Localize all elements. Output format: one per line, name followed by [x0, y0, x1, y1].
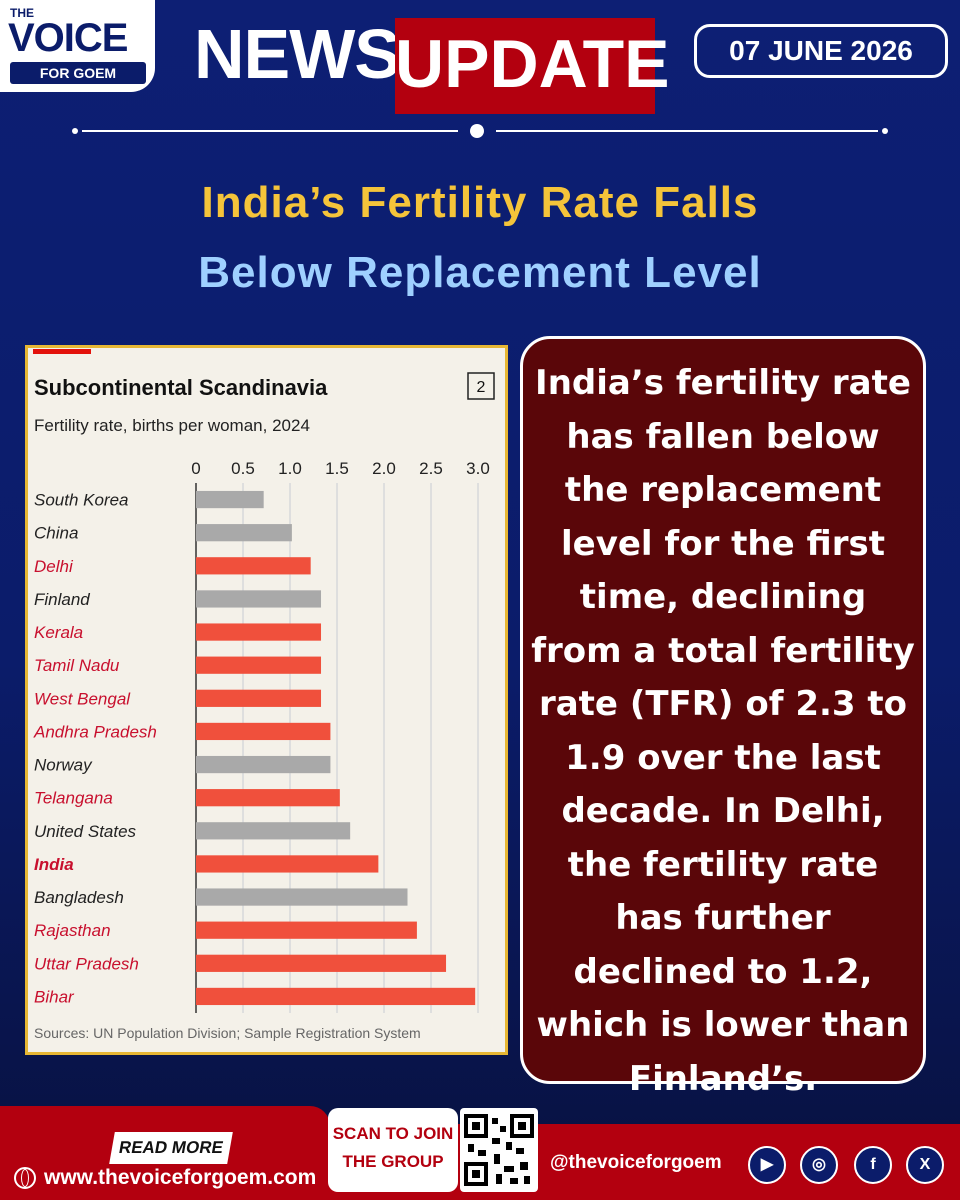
- chart-title: Subcontinental Scandinavia: [34, 375, 328, 400]
- category-label: Kerala: [34, 623, 83, 642]
- bar: [196, 524, 292, 542]
- globe-icon: [14, 1167, 36, 1190]
- category-label: South Korea: [34, 491, 129, 510]
- chart-source: Sources: UN Population Division; Sample …: [34, 1025, 421, 1041]
- bar: [196, 656, 322, 674]
- logo-the: THE: [10, 6, 34, 20]
- category-label: Bangladesh: [34, 888, 124, 907]
- chart-number-box: [467, 372, 495, 400]
- x-tick-label: 3.0: [466, 459, 490, 478]
- bar: [196, 888, 408, 906]
- logo-voice: VOICE: [8, 16, 128, 60]
- header-divider: [72, 124, 888, 138]
- category-label: United States: [34, 822, 137, 841]
- website-text: www.thevoiceforgoem.com: [44, 1166, 317, 1189]
- qr-code-icon[interactable]: [460, 1108, 538, 1192]
- chart-number: 2: [477, 379, 486, 396]
- date-badge: 07 JUNE 2026: [694, 24, 948, 78]
- bar: [196, 921, 417, 939]
- header-update: UPDATE: [395, 18, 670, 114]
- bar: [196, 755, 331, 774]
- category-label: Norway: [34, 756, 93, 775]
- category-label: Bihar: [34, 987, 75, 1006]
- category-label: Finland: [34, 590, 90, 609]
- category-label: India: [34, 855, 74, 874]
- category-label: China: [34, 524, 78, 543]
- scan-to-join: SCAN TO JOIN THE GROUP: [328, 1108, 458, 1192]
- chart-subtitle: Fertility rate, births per woman, 2024: [34, 416, 310, 435]
- scan-line2: THE GROUP: [342, 1152, 444, 1171]
- bar: [196, 490, 264, 509]
- read-more-button[interactable]: READ MORE: [109, 1132, 233, 1164]
- x-tick-label: 0: [191, 459, 200, 478]
- x-tick-label: 1.5: [325, 459, 349, 478]
- category-label: West Bengal: [34, 689, 131, 708]
- logo: THE VOICE FOR GOEM: [0, 0, 155, 92]
- summary-textbox: India’s fertility rate has fallen below …: [520, 336, 926, 1099]
- bar: [196, 722, 331, 741]
- summary-text: India’s fertility rate has fallen below …: [531, 363, 915, 1099]
- category-label: Uttar Pradesh: [34, 954, 139, 973]
- headline-line2: Below Replacement Level: [198, 248, 762, 297]
- x-tick-label: 2.0: [372, 459, 396, 478]
- bar: [196, 954, 447, 972]
- category-label: Rajasthan: [34, 921, 111, 940]
- instagram-icon[interactable]: ◎: [800, 1146, 838, 1184]
- bar: [196, 590, 322, 608]
- facebook-icon[interactable]: f: [854, 1146, 892, 1184]
- x-tick-label: 0.5: [231, 459, 255, 478]
- chart-red-tag: [33, 349, 91, 354]
- x-tick-label: 1.0: [278, 459, 302, 478]
- logo-sub: FOR GOEM: [10, 62, 146, 84]
- fertility-chart: Subcontinental Scandinavia 2 Fertility r…: [25, 345, 508, 1055]
- headline-line1: India’s Fertility Rate Falls: [201, 178, 759, 227]
- x-icon[interactable]: X: [906, 1146, 944, 1184]
- bar: [196, 789, 340, 807]
- bar: [196, 822, 351, 840]
- bar: [196, 623, 322, 641]
- bar: [196, 987, 476, 1006]
- category-label: Telangana: [34, 789, 113, 808]
- chart-svg: Subcontinental Scandinavia 2 Fertility r…: [33, 349, 495, 1041]
- header-news: NEWS: [194, 15, 401, 93]
- bar: [196, 855, 379, 873]
- category-label: Tamil Nadu: [34, 656, 120, 675]
- category-label: Andhra Pradesh: [33, 722, 157, 741]
- social-handle[interactable]: @thevoiceforgoem: [550, 1152, 722, 1173]
- x-tick-label: 2.5: [419, 459, 443, 478]
- youtube-icon[interactable]: ▶: [748, 1146, 786, 1184]
- category-label: Delhi: [34, 557, 74, 576]
- scan-line1: SCAN TO JOIN: [332, 1124, 454, 1143]
- website-link[interactable]: www.thevoiceforgoem.com: [14, 1166, 316, 1190]
- bar: [196, 689, 322, 707]
- bar: [196, 557, 311, 575]
